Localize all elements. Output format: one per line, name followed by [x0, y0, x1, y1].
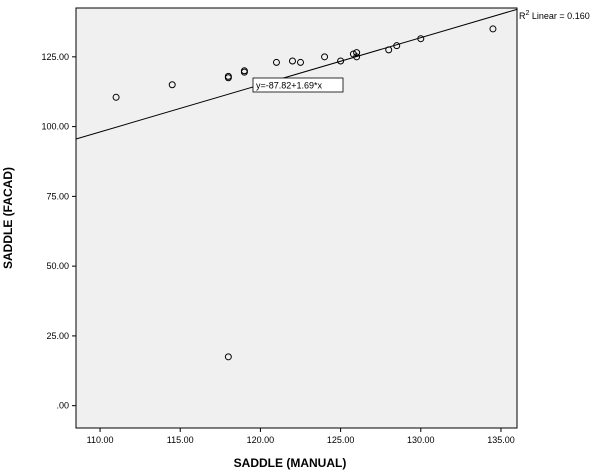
- equation-box: y=-87.82+1.69*x: [252, 77, 344, 93]
- x-tick-label: 115.00: [167, 435, 194, 445]
- data-point: [112, 93, 120, 101]
- data-point: [272, 58, 280, 66]
- data-point: [224, 72, 232, 80]
- r-squared-label: R2 Linear = 0.160: [519, 10, 590, 21]
- x-tick-label: 110.00: [87, 435, 114, 445]
- r-squared-value: Linear = 0.160: [529, 11, 589, 21]
- data-point: [353, 49, 361, 57]
- y-tick-label: 25.00: [46, 331, 69, 341]
- data-point: [393, 42, 401, 50]
- y-tick-label: .00: [56, 401, 69, 411]
- plot-area: [75, 7, 518, 429]
- y-axis-title: SADDLE (FACAD): [1, 167, 15, 269]
- y-tick-label: 125.00: [41, 52, 69, 62]
- data-point: [288, 57, 296, 65]
- data-point: [297, 58, 305, 66]
- data-point: [337, 57, 345, 65]
- data-point: [353, 53, 361, 61]
- y-tick-label: 75.00: [46, 191, 69, 201]
- fit-line: [75, 8, 518, 140]
- y-tick-label: 100.00: [41, 122, 69, 132]
- x-tick-label: 130.00: [407, 435, 435, 445]
- data-point: [417, 35, 425, 43]
- data-point: [168, 81, 176, 89]
- data-point: [240, 67, 248, 75]
- data-point: [385, 46, 393, 54]
- data-point: [321, 53, 329, 61]
- fit-line-group: [75, 8, 518, 140]
- data-point: [224, 353, 232, 361]
- equation-box-frame: [252, 77, 344, 93]
- fit-equation-label: y=-87.82+1.69*x: [256, 81, 323, 91]
- data-point: [489, 25, 497, 33]
- x-tick-label: 125.00: [327, 435, 355, 445]
- data-points: [112, 25, 497, 361]
- x-tick-label: 120.00: [247, 435, 275, 445]
- y-tick-label: 50.00: [46, 261, 69, 271]
- r-squared-prefix: R: [519, 11, 526, 21]
- x-axis-title: SADDLE (MANUAL): [234, 456, 347, 470]
- x-tick-label: 135.00: [487, 435, 515, 445]
- axis-ticks: 110.00 115.00 120.00 125.00 130.00 135.00 .00 2…: [41, 52, 514, 445]
- r-squared-superscript: 2: [526, 10, 530, 17]
